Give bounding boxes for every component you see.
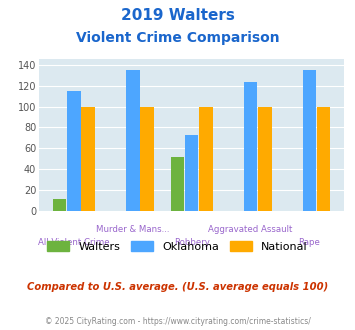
Bar (303, 70, 316, 211)
Legend: Walters, Oklahoma, National: Walters, Oklahoma, National (43, 237, 312, 256)
Text: All Violent Crime: All Violent Crime (38, 238, 110, 247)
Bar (53, 199, 66, 211)
Text: 2019 Walters: 2019 Walters (121, 8, 234, 23)
Bar (126, 70, 140, 211)
Text: © 2025 CityRating.com - https://www.cityrating.com/crime-statistics/: © 2025 CityRating.com - https://www.city… (45, 317, 310, 326)
Bar (258, 107, 272, 211)
Text: Aggravated Assault: Aggravated Assault (208, 225, 293, 234)
Bar (185, 135, 198, 211)
Bar (199, 107, 213, 211)
Text: Rape: Rape (299, 238, 321, 247)
Bar (244, 82, 257, 211)
Text: Violent Crime Comparison: Violent Crime Comparison (76, 31, 279, 45)
Text: Compared to U.S. average. (U.S. average equals 100): Compared to U.S. average. (U.S. average … (27, 282, 328, 292)
Text: Murder & Mans...: Murder & Mans... (96, 225, 170, 234)
Bar (81, 107, 95, 211)
Bar (67, 91, 81, 211)
Bar (317, 107, 331, 211)
Text: Robbery: Robbery (174, 238, 210, 247)
Bar (140, 107, 154, 211)
Bar (171, 157, 184, 211)
